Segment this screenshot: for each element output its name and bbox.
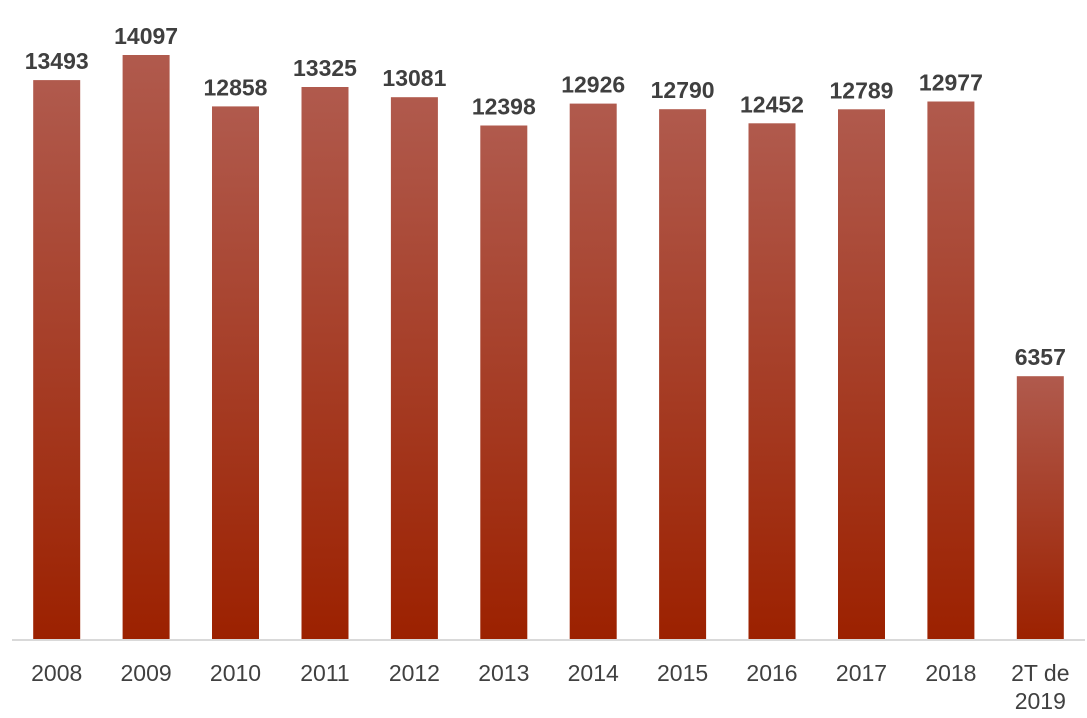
- x-tick-label: 2018: [925, 660, 976, 686]
- x-tick-label-line: 2T de: [1011, 660, 1069, 686]
- x-tick-label: 2013: [478, 660, 529, 686]
- x-tick-label: 2012: [389, 660, 440, 686]
- data-label: 13081: [382, 65, 446, 91]
- x-tick-label: 2008: [31, 660, 82, 686]
- bar-2t-de-2019: [1016, 376, 1064, 640]
- data-label: 12789: [830, 77, 894, 103]
- x-tick-label-line: 2019: [1015, 688, 1066, 714]
- data-label: 13493: [25, 48, 89, 74]
- bar-2018: [927, 101, 975, 640]
- x-tick-label: 2017: [836, 660, 887, 686]
- x-tick-label: 2010: [210, 660, 261, 686]
- bar-2015: [659, 109, 707, 640]
- data-label: 6357: [1015, 344, 1066, 370]
- data-label: 13325: [293, 55, 357, 81]
- data-label: 14097: [114, 23, 178, 49]
- bar-2014: [569, 103, 617, 641]
- x-tick-labels-layer: 2008 2009 2010 2011 2012 2013 2014 2015 2016 2017…: [31, 660, 1069, 714]
- bar-2009: [122, 55, 170, 640]
- bar-2008: [33, 80, 81, 641]
- bar-2013: [480, 125, 528, 640]
- bar-2017: [838, 109, 885, 641]
- data-label: 12858: [204, 74, 268, 100]
- data-label: 12452: [740, 91, 804, 117]
- x-tick-label: 2T de 2019: [1011, 660, 1069, 714]
- bar-2011: [301, 87, 349, 640]
- x-tick-label: 2011: [300, 660, 349, 686]
- data-label: 12790: [651, 77, 715, 103]
- bar-2010: [212, 106, 259, 640]
- data-label: 12398: [472, 94, 536, 120]
- x-tick-label: 2015: [657, 660, 708, 686]
- bar-2012: [390, 97, 438, 640]
- value-labels-layer: 13493 14097 12858 13325 13081 12398 12926 12790…: [25, 23, 1066, 370]
- x-tick-label: 2014: [568, 660, 619, 686]
- x-tick-label: 2009: [121, 660, 172, 686]
- bar-2016: [748, 123, 796, 641]
- x-tick-label: 2016: [746, 660, 797, 686]
- bars-layer: [33, 55, 1064, 641]
- data-label: 12926: [561, 72, 625, 98]
- data-label: 12977: [919, 70, 983, 96]
